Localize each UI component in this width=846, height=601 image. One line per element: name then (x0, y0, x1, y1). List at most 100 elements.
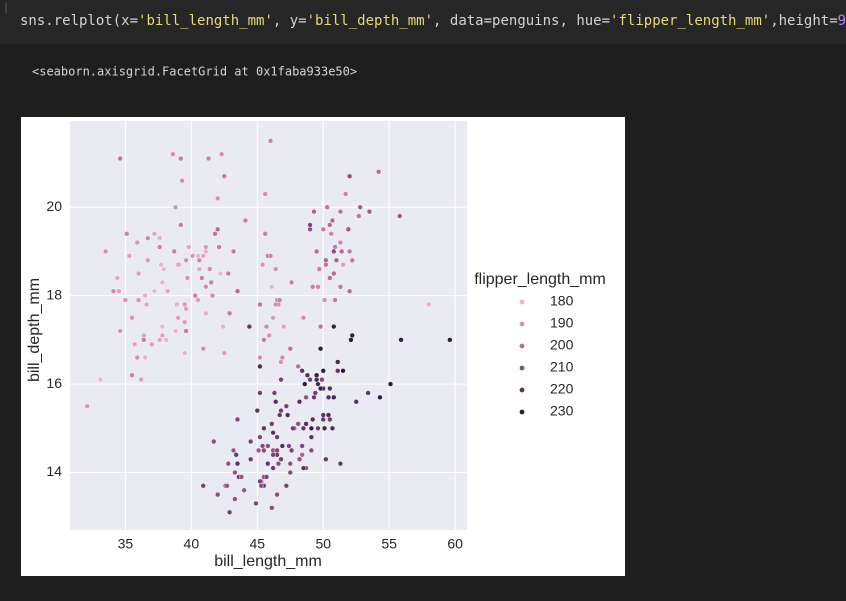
point (327, 222, 333, 228)
point (332, 297, 338, 303)
point (279, 354, 285, 361)
point (178, 222, 184, 228)
point (195, 253, 201, 259)
point (248, 438, 254, 445)
point (296, 456, 303, 462)
point (238, 474, 245, 480)
point (349, 257, 355, 263)
legend-marker (519, 321, 525, 327)
point (311, 394, 317, 400)
point (274, 492, 280, 498)
point (300, 465, 307, 471)
point (331, 248, 337, 255)
point (300, 315, 307, 321)
legend-marker (519, 387, 525, 393)
point (190, 253, 196, 259)
point (114, 275, 121, 281)
x-tick-label: 45 (249, 536, 265, 552)
point (397, 213, 403, 219)
point (263, 474, 270, 480)
point (248, 456, 254, 462)
point (278, 408, 284, 414)
y-tick-label: 14 (46, 463, 62, 479)
point (327, 385, 333, 392)
point (175, 315, 181, 321)
y-tick-label: 20 (46, 198, 62, 214)
point (257, 363, 263, 370)
x-tick-label: 50 (315, 536, 331, 552)
point (277, 297, 283, 303)
point (209, 293, 216, 299)
point (387, 381, 394, 387)
legend-title: flipper_length_mm (474, 271, 606, 288)
point (317, 346, 324, 352)
point (117, 155, 123, 162)
point (184, 275, 190, 281)
point (224, 483, 230, 489)
point (234, 288, 241, 294)
point (331, 270, 337, 277)
point (299, 452, 305, 458)
point (328, 231, 334, 237)
point (269, 505, 275, 511)
point (329, 217, 336, 224)
point (299, 443, 305, 449)
code-cell[interactable] (0, 0, 846, 44)
code-token: 'bill_depth_mm' (307, 13, 433, 29)
point (142, 293, 148, 299)
point (315, 381, 321, 387)
point (211, 438, 217, 445)
point (143, 301, 150, 308)
point (347, 248, 353, 255)
point (314, 248, 320, 255)
point (183, 328, 189, 334)
legend-label: 200 (550, 337, 574, 353)
code-token: 'flipper_length_mm' (610, 13, 770, 29)
point (159, 324, 165, 330)
point (232, 469, 238, 476)
point (335, 359, 341, 365)
point (257, 354, 263, 361)
point (278, 456, 284, 462)
point (186, 244, 192, 250)
point (327, 275, 333, 281)
legend-marker (519, 409, 525, 415)
point (172, 204, 179, 210)
point (315, 425, 321, 431)
point (321, 425, 328, 431)
point (116, 288, 122, 294)
point (145, 257, 151, 263)
point (200, 346, 206, 352)
point (203, 244, 209, 250)
point (203, 248, 209, 255)
point (157, 235, 163, 241)
point (126, 253, 132, 259)
point (270, 452, 276, 458)
point (279, 443, 285, 449)
point (256, 447, 262, 454)
point (303, 421, 309, 427)
point (257, 434, 263, 440)
point (142, 354, 148, 361)
point (267, 138, 274, 144)
point (296, 399, 303, 405)
code-token: 9 (838, 13, 846, 29)
point (286, 443, 292, 449)
point (129, 315, 135, 321)
point (141, 332, 147, 339)
point (267, 253, 274, 259)
point (331, 394, 337, 400)
point (398, 337, 404, 343)
point (343, 191, 349, 197)
point (216, 244, 222, 250)
point (426, 301, 432, 308)
point (340, 262, 346, 268)
point (337, 461, 343, 467)
point (376, 169, 382, 175)
point (337, 284, 343, 290)
point (117, 328, 123, 334)
point (225, 270, 231, 277)
point (347, 288, 353, 294)
point (319, 377, 325, 383)
legend-label: 230 (550, 403, 574, 419)
